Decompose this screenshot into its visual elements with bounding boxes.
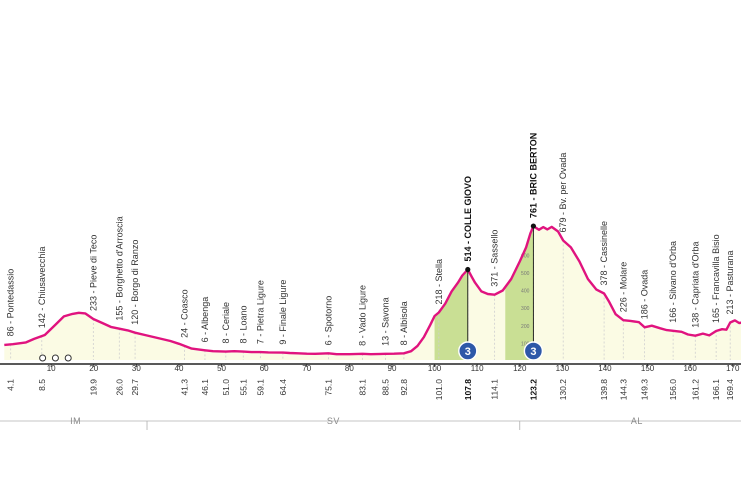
- location-km-label: 26.0: [114, 379, 124, 396]
- location-label: 8 - Vado Ligure: [358, 285, 368, 346]
- region-label: SV: [327, 416, 340, 426]
- x-tick-label: 120: [513, 364, 527, 373]
- location-label: 226 - Molare: [618, 262, 628, 313]
- climb-area-1: [434, 269, 468, 360]
- profile-area: [4, 226, 741, 360]
- location-km-label: 4.1: [6, 379, 16, 391]
- x-tick-label: 50: [217, 364, 226, 373]
- location-label: 8 - Ceriale: [221, 302, 231, 344]
- location-label: 24 - Coasco: [179, 289, 189, 338]
- location-label: 120 - Borgo di Ranzo: [130, 240, 140, 325]
- x-tick-label: 170: [726, 364, 740, 373]
- x-tick-label: 10: [47, 364, 56, 373]
- location-km-label: 161.2: [690, 379, 700, 401]
- location-km-label: 8.5: [37, 379, 47, 391]
- x-tick-label: 140: [598, 364, 612, 373]
- climb-area-2: [505, 226, 534, 360]
- location-label: 6 - Spotorno: [323, 296, 333, 346]
- location-km-label: 29.7: [130, 379, 140, 396]
- location-label: 165 - Francavilla Bisio: [711, 234, 721, 323]
- location-km-label: 55.1: [238, 379, 248, 396]
- altitude-tick-label: 300: [521, 306, 530, 312]
- location-label: 142 - Chiusavecchia: [37, 247, 47, 329]
- location-km-label: 169.4: [725, 379, 735, 401]
- location-label: 166 - Silvano d'Orba: [668, 241, 678, 323]
- x-tick-label: 60: [260, 364, 269, 373]
- location-km-label: 123.2: [528, 379, 538, 401]
- location-label: 679 - Bv. per Ovada: [558, 153, 568, 233]
- location-km-label: 88.5: [381, 379, 391, 396]
- location-label: 378 - Cassinelle: [599, 221, 609, 286]
- location-label: 7 - Pietra Ligure: [255, 280, 265, 344]
- location-label: 155 - Borghetto d'Arroscia: [114, 216, 124, 320]
- road-icon: [64, 354, 72, 362]
- x-tick-label: 20: [89, 364, 98, 373]
- x-tick-label: 70: [302, 364, 311, 373]
- location-km-label: 19.9: [88, 379, 98, 396]
- location-km-label: 41.3: [179, 379, 189, 396]
- location-km-label: 46.1: [200, 379, 210, 396]
- location-km-label: 114.1: [490, 379, 500, 400]
- location-label: 8 - Albisola: [399, 301, 409, 345]
- road-icon: [39, 354, 47, 362]
- location-label: 13 - Savona: [381, 297, 391, 346]
- location-km-label: 75.1: [323, 379, 333, 396]
- location-km-label: 139.8: [599, 379, 609, 401]
- kom-badge-1: [458, 341, 478, 361]
- x-tick-label: 30: [132, 364, 141, 373]
- location-km-label: 51.0: [221, 379, 231, 396]
- road-icon: [51, 354, 59, 362]
- location-km-label: 156.0: [668, 379, 678, 401]
- location-label: 8 - Loano: [238, 306, 248, 344]
- x-tick-label: 110: [471, 364, 484, 373]
- x-tick-label: 80: [345, 364, 354, 373]
- location-label: 6 - Albenga: [200, 297, 210, 343]
- kom-category: 3: [530, 346, 536, 358]
- location-label: 218 - Stella: [434, 259, 444, 305]
- region-label: IM: [70, 416, 81, 426]
- x-tick-label: 100: [428, 364, 442, 373]
- altitude-tick-label: 400: [521, 289, 530, 295]
- location-km-label: 59.1: [255, 379, 265, 396]
- location-label: 514 - COLLE GIOVO: [463, 176, 473, 262]
- location-label: 9 - Finale Ligure: [278, 280, 288, 345]
- location-label: 371 - Sassello: [490, 230, 500, 287]
- altitude-tick-label: 500: [521, 271, 530, 277]
- x-tick-label: 90: [388, 364, 397, 373]
- location-km-label: 149.3: [640, 379, 650, 401]
- location-label: 186 - Ovada: [640, 270, 650, 320]
- kom-category: 3: [465, 346, 471, 358]
- location-km-label: 64.4: [278, 379, 288, 396]
- x-tick-label: 160: [683, 364, 697, 373]
- region-label: AL: [631, 416, 643, 426]
- kom-badge-2: [523, 341, 544, 361]
- location-label: 233 - Pieve di Teco: [88, 235, 98, 311]
- location-km-label: 166.1: [711, 379, 721, 401]
- altitude-tick-label: 600: [521, 253, 530, 259]
- altitude-tick-label: 200: [521, 324, 530, 330]
- location-km-label: 130.2: [558, 379, 568, 401]
- location-label: 138 - Capriata d'Orba: [690, 241, 700, 327]
- altitude-tick-label: 100: [521, 341, 530, 347]
- x-tick-label: 150: [641, 364, 655, 373]
- location-km-label: 101.0: [434, 379, 444, 401]
- summit-dot: [530, 223, 536, 229]
- location-km-label: 107.8: [463, 379, 473, 401]
- x-tick-label: 130: [556, 364, 570, 373]
- location-km-label: 83.1: [358, 379, 368, 396]
- location-label: 213 - Pasturana: [725, 250, 735, 314]
- profile-line: [4, 224, 741, 356]
- summit-dot: [465, 266, 471, 273]
- x-tick-label: 40: [175, 364, 184, 373]
- location-label: 761 - BRIC BERTON: [528, 133, 538, 218]
- location-km-label: 92.8: [399, 379, 409, 396]
- location-label: 86 - Pontedassio: [6, 269, 16, 337]
- location-km-label: 144.3: [618, 379, 628, 401]
